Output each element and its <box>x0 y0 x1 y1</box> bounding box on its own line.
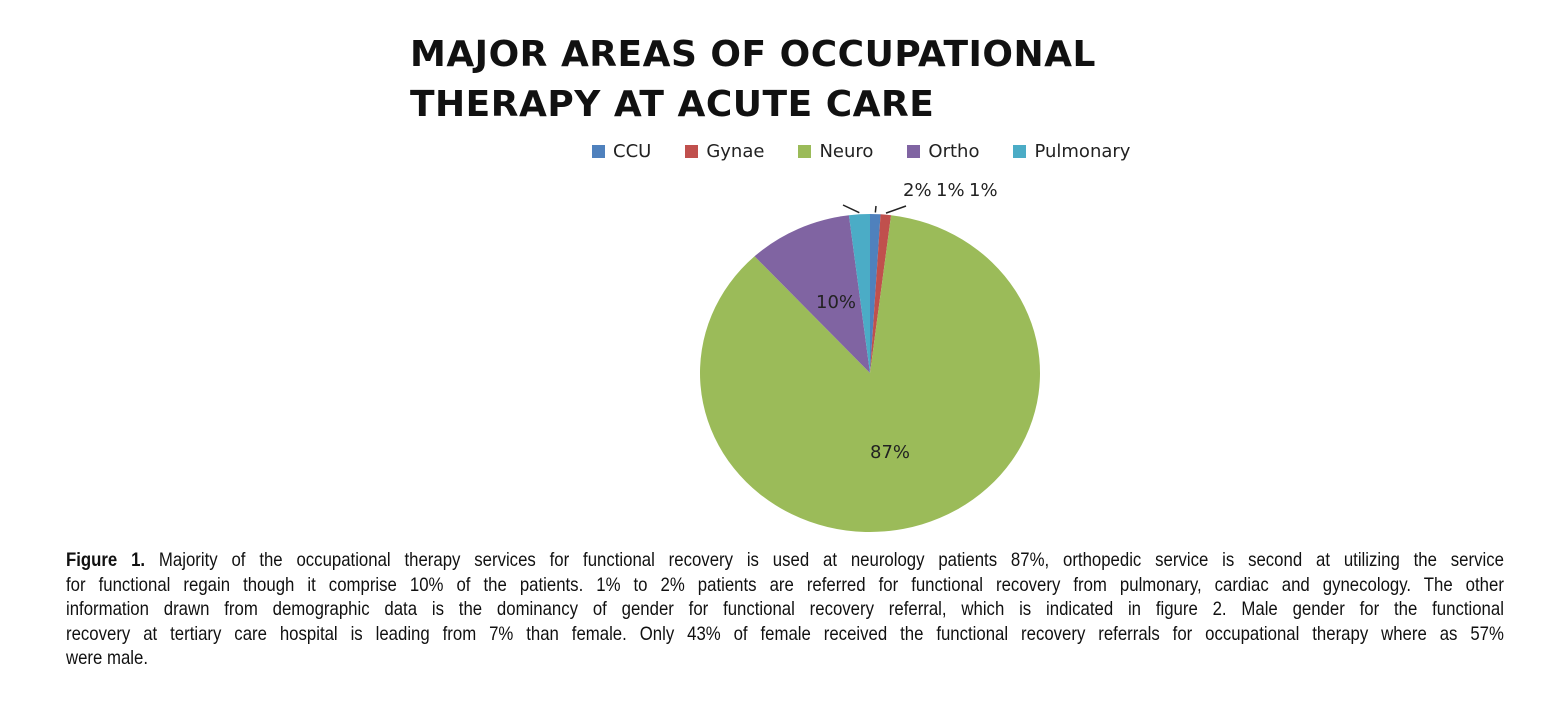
data-label-gynae: 1% <box>969 180 998 201</box>
legend-swatch <box>907 145 921 158</box>
leader-line <box>874 205 877 213</box>
caption-line: for functional regain though it comprise… <box>66 573 1504 596</box>
legend-item-ortho: Ortho <box>907 141 979 162</box>
pie-slice-pulmonary <box>848 214 870 373</box>
data-label-neuro: 87% <box>870 442 910 463</box>
caption-line: were male. <box>66 647 149 669</box>
figure-caption: Figure 1. Majority of the occupational t… <box>66 548 1504 671</box>
data-label-ccu: 1% <box>936 180 965 201</box>
legend-swatch <box>1013 145 1027 158</box>
caption-line: recovery at tertiary care hospital is le… <box>66 622 1504 645</box>
chart-title-line: THERAPY AT ACUTE CARE <box>410 84 935 125</box>
legend: CCU Gynae Neuro Ortho Pulmonary <box>592 141 1130 162</box>
data-label-ortho: 10% <box>816 292 856 313</box>
pie-chart: 87%10%2% 1% 1% <box>700 180 1040 532</box>
legend-swatch <box>592 145 605 158</box>
caption-label: Figure 1. <box>66 549 146 571</box>
pie-slice-ccu <box>870 214 881 373</box>
legend-item-pulmonary: Pulmonary <box>1013 141 1130 162</box>
legend-swatch <box>685 145 699 158</box>
chart-title: MAJOR AREAS OF OCCUPATIONAL THERAPY AT A… <box>410 30 1096 130</box>
legend-item-neuro: Neuro <box>798 141 873 162</box>
leader-line <box>842 204 860 214</box>
chart-title-line: MAJOR AREAS OF OCCUPATIONAL <box>410 34 1096 75</box>
legend-label: Gynae <box>706 141 765 162</box>
leader-line <box>885 205 907 214</box>
legend-label: Ortho <box>928 141 980 162</box>
legend-item-ccu: CCU <box>592 141 651 162</box>
pie-slice-ortho <box>754 215 870 373</box>
pie-slice-neuro <box>700 215 1040 532</box>
caption-line: information drawn from demographic data … <box>66 598 1504 620</box>
legend-label: Pulmonary <box>1034 141 1131 162</box>
legend-swatch <box>798 145 812 158</box>
legend-label: CCU <box>613 141 652 162</box>
caption-line: Figure 1. Majority of the occupational t… <box>66 549 1504 571</box>
legend-label: Neuro <box>819 141 874 162</box>
pie-slice-gynae <box>870 214 892 373</box>
legend-item-gynae: Gynae <box>685 141 764 162</box>
data-label-pulmonary: 2% <box>903 180 932 201</box>
